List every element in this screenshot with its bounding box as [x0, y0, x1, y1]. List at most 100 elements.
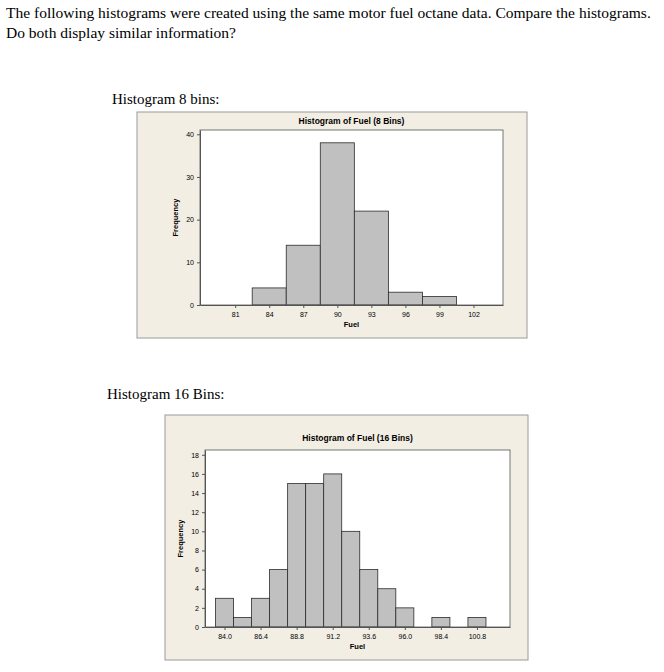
x-tick-label: 93 [368, 311, 376, 318]
x-tick-label: 91.2 [326, 633, 340, 640]
y-tick: 2 [195, 605, 205, 612]
y-tick: 40 [186, 131, 200, 138]
x-tick-label: 86.4 [254, 633, 268, 640]
y-tick-mark [197, 177, 200, 178]
y-tick: 12 [191, 509, 205, 516]
y-tick: 10 [191, 528, 205, 535]
x-tick: 93 [368, 305, 376, 318]
chart-background [165, 415, 528, 660]
chart: 81848790939699102010203040Histogram of F… [137, 112, 527, 338]
y-axis: 0 10 20 30 40 [186, 131, 200, 309]
histogram-bar [342, 531, 360, 627]
x-tick-mark [439, 305, 440, 308]
x-tick-label: 96.0 [399, 633, 413, 640]
x-axis: 84.086.488.891.293.696.098.4100.8 [206, 627, 511, 640]
x-tick-label: 93.6 [362, 633, 376, 640]
y-axis-title: Frequency [171, 198, 180, 237]
y-axis-title: Frequency [176, 519, 185, 558]
question-text: The following histograms were created us… [6, 3, 651, 43]
x-tick-mark [477, 627, 478, 630]
y-tick-mark [202, 570, 205, 571]
histogram-bar [388, 292, 422, 305]
y-tick-mark [202, 627, 205, 628]
page-canvas: Histogram 8 bins:Histogram 16 Bins:81848… [0, 0, 664, 672]
x-tick-mark [297, 627, 298, 630]
y-tick-mark [197, 220, 200, 221]
plot-frame [200, 130, 503, 305]
x-tick-label: 100.8 [469, 633, 487, 640]
y-tick: 10 [186, 259, 200, 266]
y-tick-label: 12 [191, 509, 199, 516]
x-tick: 93.6 [362, 627, 376, 640]
histogram-bar [396, 608, 414, 627]
x-tick: 96 [402, 305, 410, 318]
histogram-bar [432, 617, 450, 627]
y-axis-line [205, 451, 206, 628]
y-tick: 20 [186, 216, 200, 223]
x-tick-label: 84 [266, 311, 274, 318]
y-tick: 4 [195, 585, 205, 592]
x-tick-mark [303, 305, 304, 308]
x-tick-mark [261, 627, 262, 630]
histogram-bar [360, 570, 378, 627]
y-axis: 024681012141618 [191, 451, 205, 631]
y-tick-label: 20 [186, 216, 194, 223]
y-tick: 8 [195, 547, 205, 554]
y-tick: 30 [186, 174, 200, 181]
y-tick-label: 4 [195, 585, 199, 592]
y-tick-label: 6 [195, 566, 199, 573]
histogram-heading: Histogram 16 Bins: [107, 386, 225, 402]
x-tick-label: 84.0 [218, 633, 232, 640]
histogram-bar [216, 598, 234, 627]
x-tick-mark [225, 627, 226, 630]
y-tick-label: 0 [195, 624, 199, 631]
x-axis-line [201, 305, 504, 306]
plot-background [200, 130, 503, 305]
y-tick-mark [202, 512, 205, 513]
x-tick: 86.4 [254, 627, 268, 640]
histogram-bar [234, 617, 252, 627]
x-tick: 84 [266, 305, 274, 318]
y-tick: 6 [195, 566, 205, 573]
histogram-bar [422, 296, 456, 305]
histogram-bar [378, 589, 396, 627]
x-tick-mark [441, 627, 442, 630]
x-tick-mark [333, 627, 334, 630]
x-tick-label: 96 [402, 311, 410, 318]
y-tick-mark [202, 531, 205, 532]
y-tick-mark [202, 589, 205, 590]
x-tick-mark [337, 305, 338, 308]
chart-background [137, 112, 527, 338]
x-tick: 81 [232, 305, 240, 318]
y-tick-label: 10 [186, 259, 194, 266]
x-tick-label: 99 [436, 311, 444, 318]
x-tick-mark [371, 305, 372, 308]
x-tick: 102 [468, 305, 480, 318]
bars [216, 474, 486, 627]
histogram-bar [286, 245, 320, 305]
y-tick-label: 30 [186, 174, 194, 181]
y-tick-label: 0 [190, 302, 194, 309]
x-tick: 88.8 [290, 627, 304, 640]
y-tick-mark [202, 493, 205, 494]
plot-frame [205, 450, 510, 627]
y-tick-label: 40 [186, 131, 194, 138]
y-tick-mark [197, 262, 200, 263]
y-tick-mark [197, 134, 200, 135]
x-tick-mark [269, 305, 270, 308]
x-tick-mark [405, 305, 406, 308]
x-tick: 87 [300, 305, 308, 318]
y-axis-line [200, 131, 201, 306]
x-tick-mark [473, 305, 474, 308]
x-tick: 84.0 [218, 627, 232, 640]
x-tick: 100.8 [469, 627, 487, 640]
x-tick-mark [369, 627, 370, 630]
x-tick: 99 [436, 305, 444, 318]
histogram-bar [252, 598, 270, 627]
histogram-bar [288, 483, 306, 627]
chart-title: Histogram of Fuel (16 Bins) [302, 433, 413, 443]
y-tick: 0 [190, 302, 200, 309]
x-axis-title: Fuel [350, 642, 365, 651]
x-axis-title: Fuel [344, 320, 359, 329]
bars [252, 143, 456, 305]
